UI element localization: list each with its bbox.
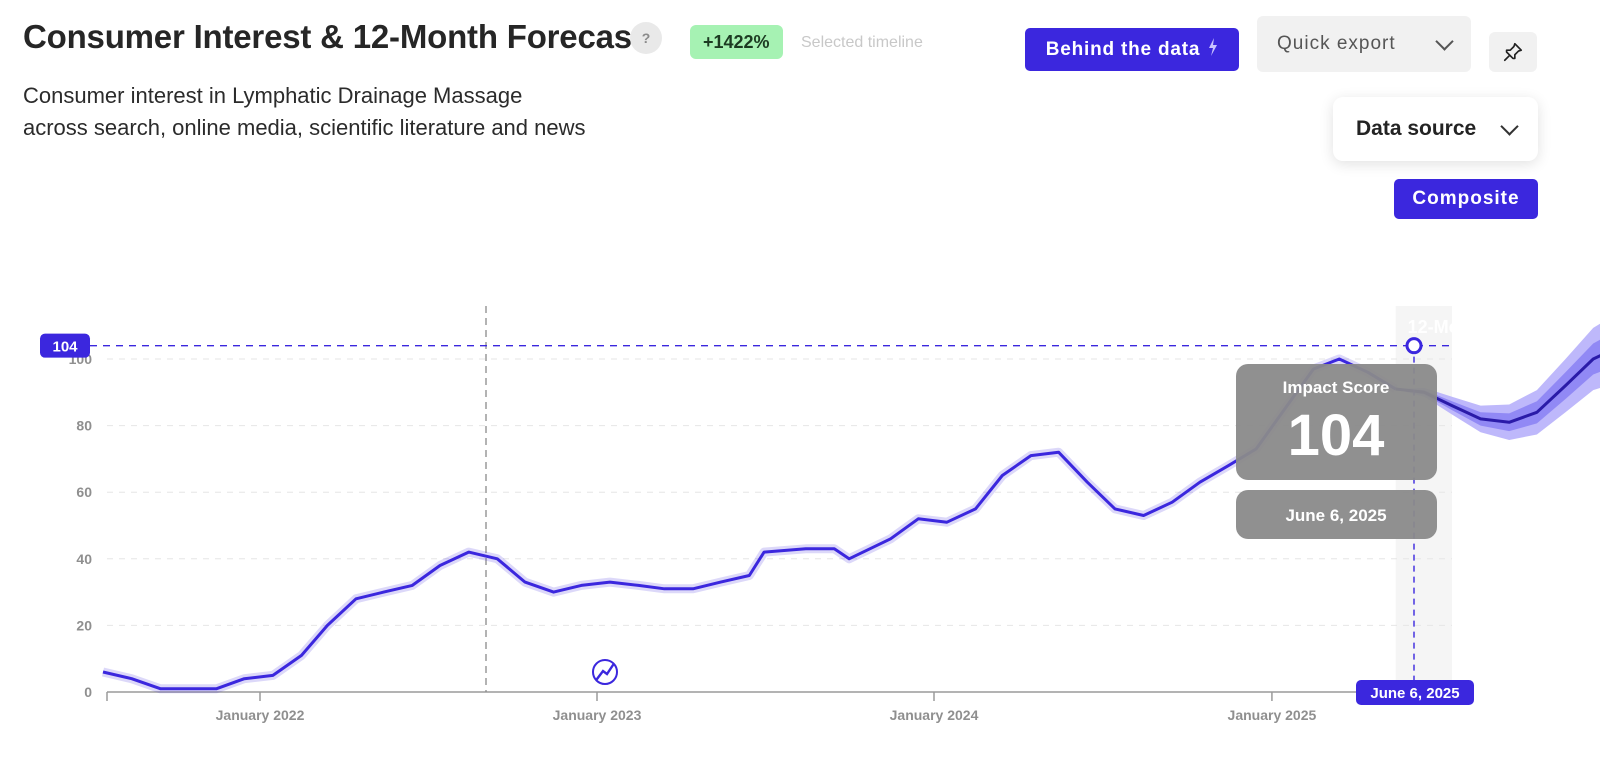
x-tick-label: January 2025 <box>1228 707 1317 723</box>
reference-badge <box>40 333 90 358</box>
series-line <box>102 357 1397 691</box>
composite-source-button[interactable]: Composite <box>1394 179 1538 219</box>
quick-export-button[interactable]: Quick export <box>1257 16 1471 72</box>
lightning-icon <box>1208 38 1218 61</box>
y-tick-label: 40 <box>76 551 92 567</box>
subtitle-line-2: across search, online media, scientific … <box>23 115 586 140</box>
forecast-band-inner <box>1395 339 1600 432</box>
behind-the-data-label: Behind the data <box>1045 38 1201 60</box>
timeline-note: Selected timeline <box>801 34 923 51</box>
behind-the-data-button[interactable]: Behind the data <box>1025 28 1239 71</box>
x-tick-label: January 2023 <box>553 707 642 723</box>
data-source-label: Data source <box>1356 117 1477 140</box>
trend-arrow-icon <box>595 663 615 681</box>
tooltip-date-box <box>1236 490 1437 539</box>
tooltip-date: June 6, 2025 <box>1285 506 1386 525</box>
tooltip-score-box <box>1236 364 1437 480</box>
subtitle-line-1: Consumer interest in Lymphatic Drainage … <box>23 83 523 108</box>
x-tick-label: January 2024 <box>890 707 979 723</box>
y-tick-label: 0 <box>84 684 92 700</box>
hover-point <box>1405 337 1423 355</box>
reference-badge-label: 104 <box>52 339 78 356</box>
tooltip-score-label: Impact Score <box>1283 378 1390 397</box>
pin-button[interactable] <box>1489 32 1537 72</box>
hover-date-badge <box>1356 680 1474 705</box>
help-icon[interactable]: ? <box>630 22 662 54</box>
tooltip-score-value: 104 <box>1288 403 1385 468</box>
hover-date-badge-label: June 6, 2025 <box>1370 685 1459 702</box>
series-line-glow <box>101 354 1398 694</box>
y-tick-label: 20 <box>76 617 92 633</box>
forecast-line <box>1395 354 1600 424</box>
growth-badge: +1422% <box>690 25 783 59</box>
page-title: Consumer Interest & 12-Month Forecast <box>23 18 643 55</box>
data-source-dropdown[interactable]: Data source <box>1333 97 1538 161</box>
pin-icon <box>1503 42 1523 62</box>
forecast-label: 12-Month Forecast <box>1408 317 1568 337</box>
y-tick-label: 60 <box>76 484 92 500</box>
subtitle: Consumer interest in Lymphatic Drainage … <box>23 80 703 144</box>
y-tick-label: 80 <box>76 418 92 434</box>
quick-export-label: Quick export <box>1277 33 1396 54</box>
x-tick-label: January 2022 <box>216 707 305 723</box>
